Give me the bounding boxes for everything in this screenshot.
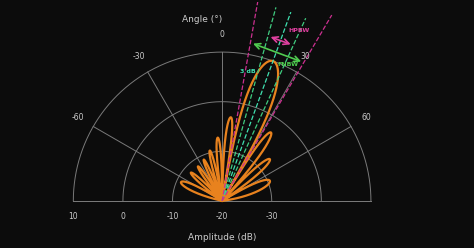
Text: -30: -30 [133, 53, 146, 62]
Text: -20: -20 [216, 212, 228, 221]
Text: -30: -30 [265, 212, 278, 221]
Text: 30: 30 [301, 53, 310, 62]
Text: Amplitude (dB): Amplitude (dB) [188, 233, 256, 242]
Text: 3 dB: 3 dB [240, 69, 255, 74]
Text: -10: -10 [166, 212, 179, 221]
Text: 0: 0 [120, 212, 125, 221]
Text: -60: -60 [72, 113, 84, 122]
Text: 0: 0 [219, 30, 225, 39]
Text: HPBW: HPBW [288, 28, 310, 33]
Text: FNBW: FNBW [277, 62, 298, 67]
Text: Angle (°): Angle (°) [182, 15, 222, 24]
Text: 60: 60 [361, 113, 371, 122]
Text: 10: 10 [69, 212, 78, 221]
